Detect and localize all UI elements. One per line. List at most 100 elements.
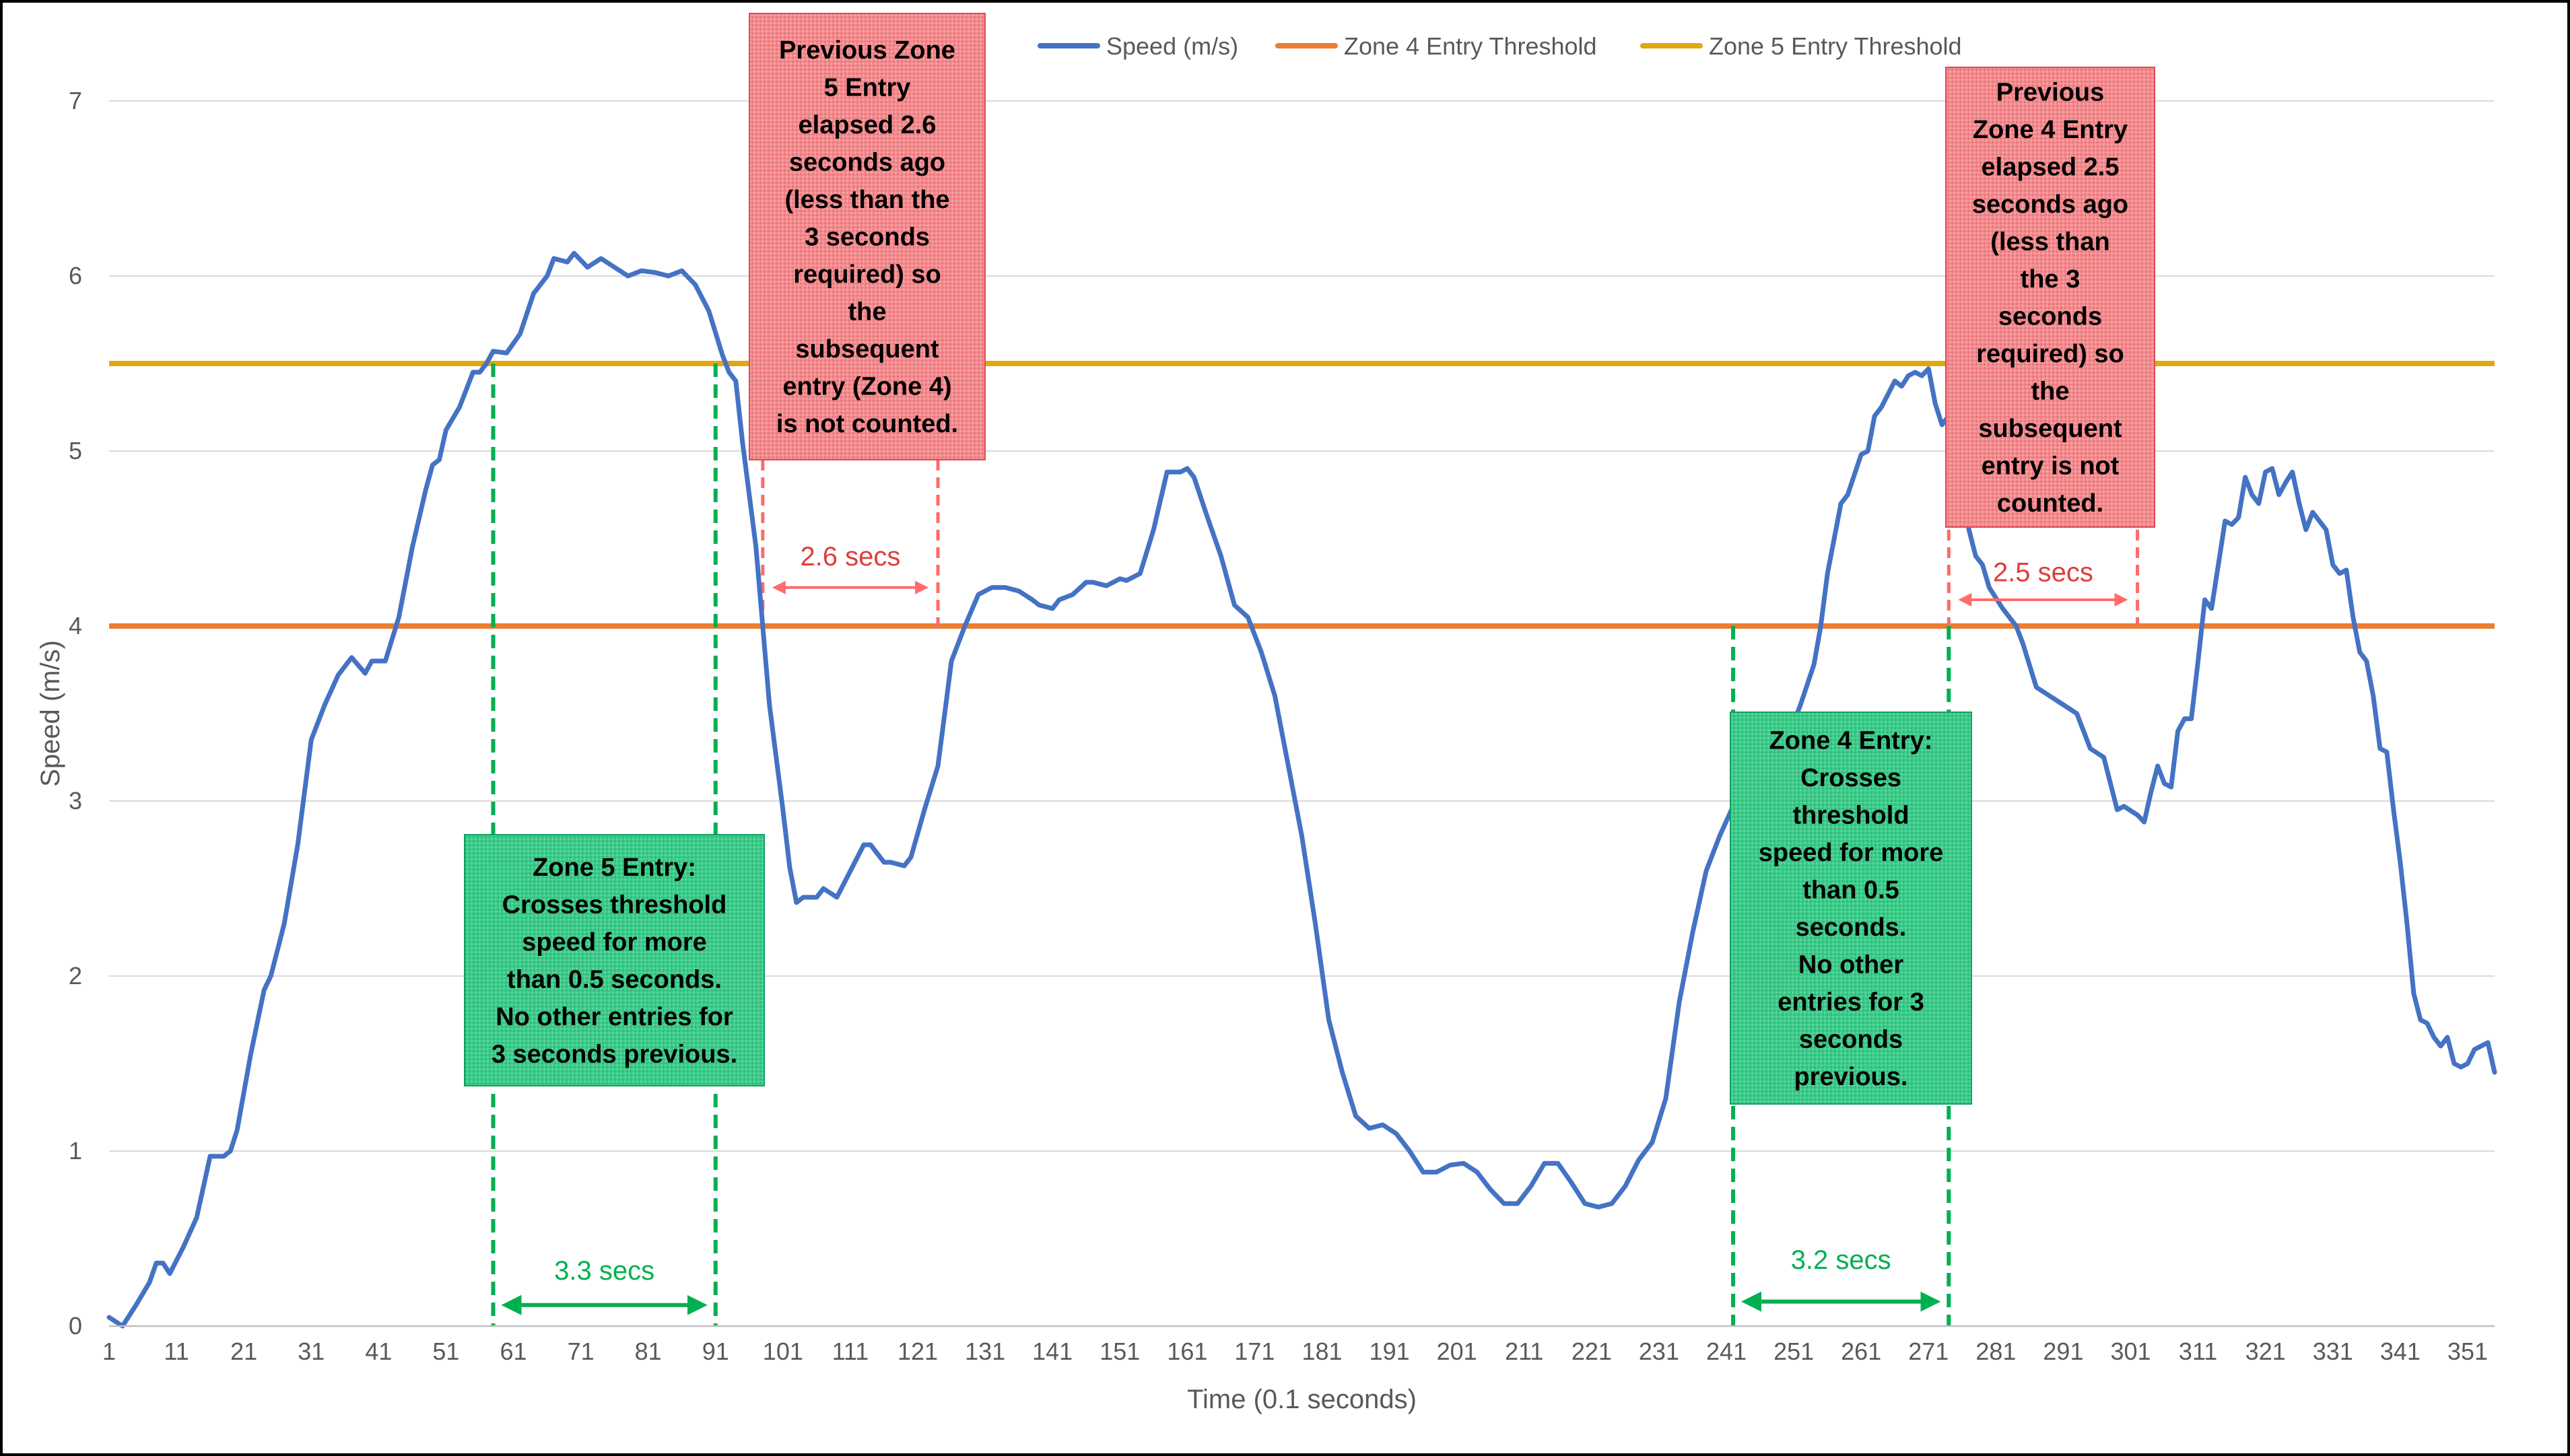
x-tick-label: 261 [1841,1338,1881,1365]
x-tick-label: 281 [1975,1338,2016,1365]
y-tick-label: 3 [69,787,82,814]
x-tick-label: 21 [230,1338,257,1365]
callout-text-line: No other entries for [496,1003,733,1031]
callout-text-line: subsequent [1978,415,2122,443]
x-tick-label: 31 [298,1338,325,1365]
callout-text-line: Crosses threshold [502,891,727,919]
zone-entry-callout: Zone 5 Entry: Crosses threshold speed for … [464,834,765,1086]
callout-text-line: speed for more [522,928,707,957]
callout-text-line: Zone 4 Entry: [1769,726,1933,755]
x-tick-label: 171 [1234,1338,1275,1365]
x-tick-label: 141 [1032,1338,1073,1365]
speed-line [106,250,2497,1329]
x-tick-label: 341 [2380,1338,2421,1365]
callout-text-line: Crosses [1800,764,1901,792]
x-tick-label: 91 [702,1338,729,1365]
x-tick-label: 71 [568,1338,595,1365]
y-tick-label: 4 [69,612,82,639]
x-tick-label: 161 [1167,1338,1207,1365]
x-tick-label: 51 [432,1338,459,1365]
legend-item: Zone 5 Entry Threshold [1640,32,1962,60]
x-tick-label: 301 [2111,1338,2151,1365]
callout-text-line: (less than the [785,186,950,214]
callout-text-line: entry is not [1982,452,2120,480]
x-tick-label: 61 [500,1338,527,1365]
callout-text-line: elapsed 2.5 [1982,153,2120,181]
duration-label: 2.6 secs [800,542,900,571]
callout-text-line: counted. [1997,489,2103,518]
callout-text-line: elapsed 2.6 [799,111,937,139]
x-tick-label: 81 [635,1338,662,1365]
x-tick-label: 241 [1706,1338,1747,1365]
not-counted-callout: Previous Zone 4 Entry elapsed 2.5 seconds a… [1945,67,2155,528]
legend-item: Zone 4 Entry Threshold [1275,32,1597,60]
callout-text-line: entry (Zone 4) [782,373,951,401]
x-tick-label: 1 [102,1338,116,1365]
x-tick-label: 251 [1773,1338,1814,1365]
callout-box [749,13,986,460]
legend-label: Zone 4 Entry Threshold [1344,32,1597,60]
x-tick-label: 181 [1301,1338,1342,1365]
callout-text-line: entries for 3 [1778,988,1924,1016]
x-tick-label: 221 [1571,1338,1612,1365]
x-tick-label: 151 [1100,1338,1140,1365]
x-tick-label: 101 [763,1338,803,1365]
x-tick-label: 271 [1908,1338,1949,1365]
callout-text-line: seconds ago [789,149,945,177]
x-tick-label: 11 [164,1338,189,1365]
legend-label: Speed (m/s) [1106,32,1238,60]
callout-box [464,834,765,1086]
duration-label: 3.3 secs [554,1256,654,1286]
x-tick-label: 191 [1369,1338,1410,1365]
callout-text-line: Previous [1996,78,2105,106]
callout-text-line: is not counted. [776,410,958,438]
callout-text-line: 5 Entry [824,74,911,102]
callout-text-line: seconds ago [1972,190,2128,219]
x-tick-label: 311 [2179,1338,2217,1365]
callout-text-line: 3 seconds previous. [492,1040,737,1068]
callout-text-line: Zone 5 Entry: [533,854,696,882]
callout-text-line: 3 seconds [805,223,930,252]
x-tick-label: 201 [1437,1338,1477,1365]
duration-label: 2.5 secs [1993,557,2093,587]
callout-text-line: the 3 [2021,265,2081,293]
y-axis-title: Speed (m/s) [36,640,65,787]
callout-text-line: Previous Zone [779,36,955,65]
callout-text-line: than 0.5 [1802,876,1899,904]
callout-text-line: the [2031,377,2070,405]
callout-text-line: (less than [1990,228,2109,256]
y-tick-label: 2 [69,962,82,990]
callout-box [1945,67,2155,528]
x-tick-label: 351 [2447,1338,2488,1365]
x-tick-label: 41 [365,1338,392,1365]
zone-entry-callout: Zone 4 Entry: Crosses threshold speed for m… [1730,712,1972,1105]
callout-box [1730,712,1972,1105]
x-tick-label: 291 [2043,1338,2083,1365]
callout-text-line: than 0.5 seconds. [507,965,722,994]
callout-text-line: required) so [1976,340,2124,368]
x-tick-label: 231 [1639,1338,1679,1365]
legend-label: Zone 5 Entry Threshold [1709,32,1962,60]
y-tick-label: 6 [69,262,82,289]
y-tick-label: 7 [69,87,82,114]
y-tick-label: 1 [69,1137,82,1165]
callout-text-line: seconds. [1796,913,1907,942]
legend: Speed (m/s) Zone 4 Entry Threshold Zone 5 … [1038,32,1962,60]
x-tick-label: 121 [898,1338,938,1365]
duration-arrows: 3.3 secs 3.2 secs 2.6 secs 2.5 secs [501,542,2128,1315]
speed-series [106,250,2497,1329]
callout-text-line: required) so [793,261,941,289]
x-tick-label: 211 [1505,1338,1543,1365]
legend-item: Speed (m/s) [1038,32,1238,60]
callouts: Zone 5 Entry: Crosses threshold speed for … [464,13,2155,1105]
x-axis-title: Time (0.1 seconds) [1187,1385,1417,1414]
callout-text-line: seconds [1799,1025,1903,1053]
callout-text-line: the [848,298,887,326]
y-tick-label: 5 [69,437,82,464]
callout-text-line: seconds [1998,302,2102,331]
not-counted-callout: Previous Zone 5 Entry elapsed 2.6 seconds a… [749,13,986,460]
y-tick-label: 0 [69,1312,82,1340]
callout-text-line: No other [1798,950,1903,979]
